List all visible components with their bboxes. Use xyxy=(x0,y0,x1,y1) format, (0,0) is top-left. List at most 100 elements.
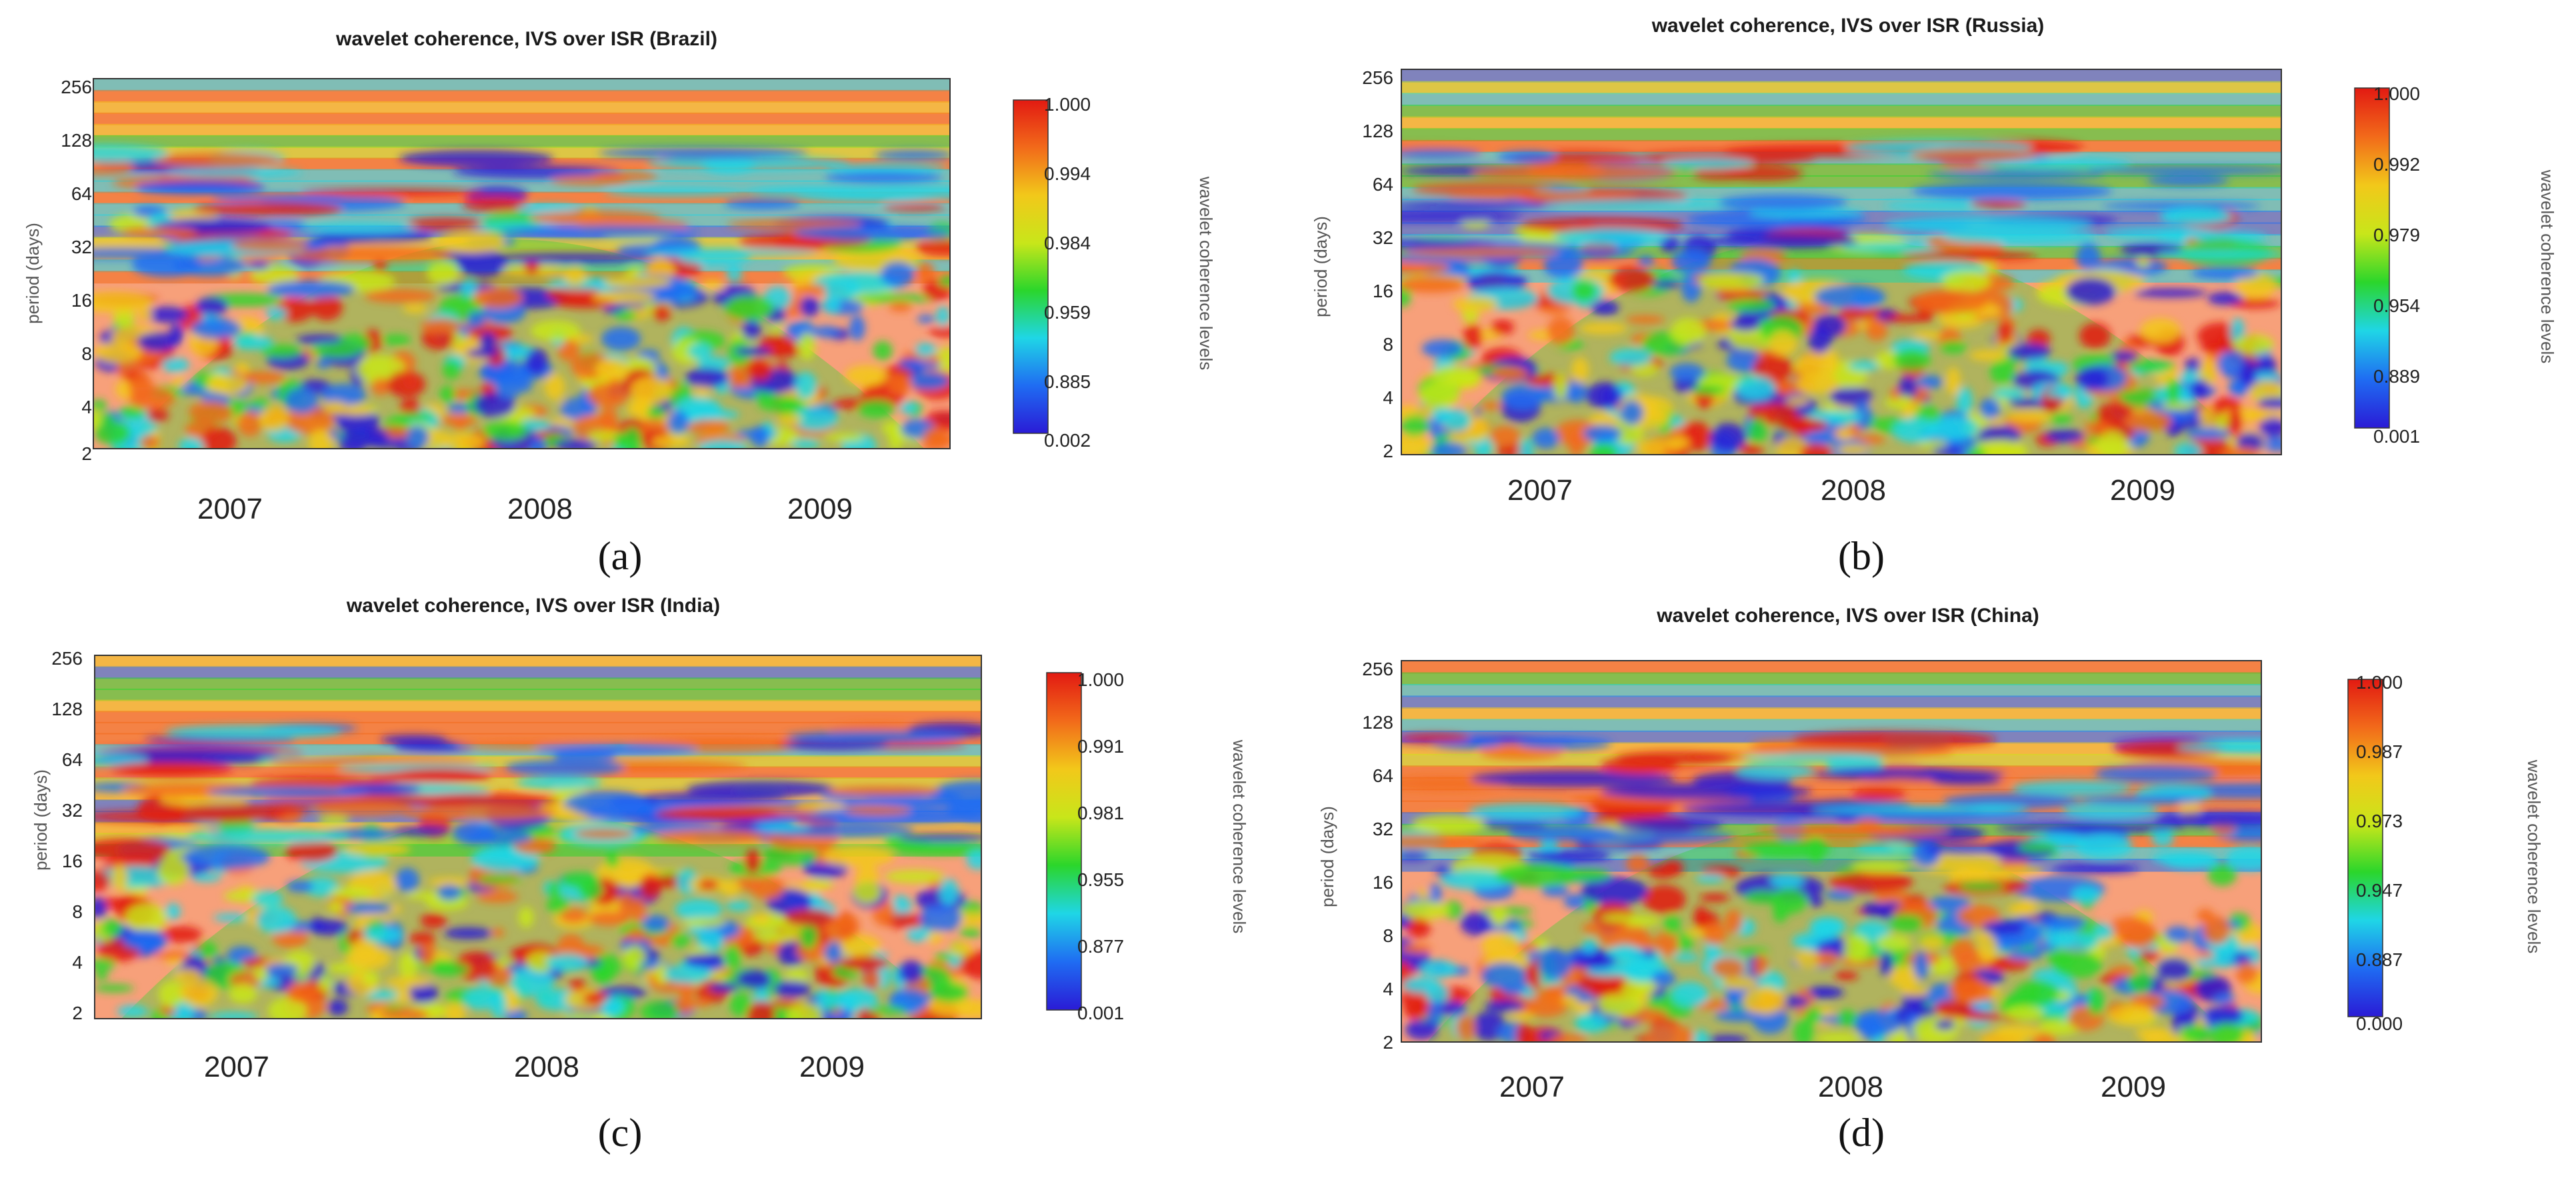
heatmap-blob xyxy=(2207,291,2243,305)
heatmap-streak xyxy=(1969,199,2027,209)
heatmap-blob xyxy=(442,359,461,380)
y-tick-label: 8 xyxy=(72,901,83,922)
y-tick-label: 16 xyxy=(62,851,83,871)
heatmap-blob xyxy=(229,317,265,340)
heatmap-blob xyxy=(827,992,859,1009)
heatmap-blob xyxy=(601,327,641,351)
heatmap-blob xyxy=(2155,957,2193,982)
heatmap-streak xyxy=(2159,208,2233,225)
heatmap-blob xyxy=(1420,960,1457,978)
heatmap-streak xyxy=(757,823,811,832)
heatmap-blob xyxy=(613,432,629,449)
heatmap-blob xyxy=(667,410,689,435)
heatmap-blob xyxy=(428,877,473,887)
heatmap-blob xyxy=(1917,375,1943,389)
heatmap-streak xyxy=(1792,731,1997,749)
heatmap-blob xyxy=(1604,944,1647,974)
heatmap-streak xyxy=(1927,169,2106,179)
heatmap-blob xyxy=(179,979,218,1007)
heatmap-band xyxy=(93,123,950,137)
heatmap-blob xyxy=(419,938,437,967)
heatmap-streak xyxy=(1401,211,1523,223)
chart-svg-a: wavelet coherence, IVS over ISR (Brazil)… xyxy=(23,28,1216,525)
chart-title: wavelet coherence, IVS over ISR (China) xyxy=(1656,605,2039,627)
colorbar-tick: 0.877 xyxy=(1077,936,1124,957)
heatmap-blob xyxy=(1987,957,2031,971)
heatmap-blob xyxy=(2039,1019,2080,1035)
heatmap-blob xyxy=(1888,914,1923,933)
heatmap-blob xyxy=(1823,349,1839,370)
colorbar-ticks: 1.000 0.987 0.973 0.947 0.887 0.000 xyxy=(2356,672,2403,1034)
heatmap-blob xyxy=(587,430,621,441)
heatmap-blob xyxy=(1672,953,1700,962)
heatmap-blob xyxy=(373,260,387,272)
heatmap-blob xyxy=(1883,314,1934,323)
heatmap-blob xyxy=(1481,963,1527,989)
heatmap-band xyxy=(93,89,950,103)
heatmap-blob xyxy=(1625,315,1665,324)
heatmap-blob xyxy=(1836,427,1852,441)
heatmap-blob xyxy=(1814,1032,1862,1042)
heatmap-blob xyxy=(1440,869,1511,890)
heatmap-blob xyxy=(685,953,724,967)
plot-frame xyxy=(93,78,951,449)
heatmap-blob xyxy=(400,398,421,417)
heatmap-blob xyxy=(95,897,107,919)
heatmap-streak xyxy=(1497,151,1557,163)
heatmap-streak xyxy=(1736,763,1815,779)
heatmap-blob xyxy=(917,315,935,323)
heatmap-streak xyxy=(393,826,451,837)
heatmap-blob xyxy=(327,999,348,1016)
heatmap-streak xyxy=(167,168,303,177)
heatmap-blob xyxy=(863,969,881,989)
chart-title: wavelet coherence, IVS over ISR (India) xyxy=(346,595,720,617)
heatmap-blob xyxy=(1405,1019,1438,1040)
heatmap-blob xyxy=(815,989,831,1012)
heatmap-streak xyxy=(535,743,698,755)
heatmap-blob xyxy=(651,435,691,448)
heatmap-streak xyxy=(516,776,603,789)
heatmap-blob xyxy=(663,965,712,984)
heatmap-blob xyxy=(234,362,250,375)
heatmap-blob xyxy=(2257,397,2281,409)
heatmap-blob xyxy=(1896,395,1913,407)
heatmap-blob xyxy=(1813,918,1841,936)
heatmap-blob xyxy=(2053,951,2103,979)
heatmap-blob xyxy=(960,951,981,979)
heatmap-blob xyxy=(324,405,373,416)
colorbar xyxy=(2354,87,2390,429)
heatmap-blob xyxy=(525,951,557,973)
heatmap-streak xyxy=(312,801,414,816)
heatmap-blob xyxy=(129,373,154,402)
heatmap-blob xyxy=(1637,255,1655,266)
heatmap-blob xyxy=(95,970,109,981)
heatmap-blob xyxy=(2239,359,2257,388)
heatmap-blob xyxy=(602,996,625,1015)
plot-frame xyxy=(1401,660,2262,1043)
heatmap-streak xyxy=(110,761,233,777)
heatmap-streak xyxy=(401,805,557,821)
heatmap-streak xyxy=(1718,194,1848,211)
colorbar-tick: 0.973 xyxy=(2356,811,2403,831)
y-tick-label: 2 xyxy=(1383,1032,1393,1053)
y-tick-label: 16 xyxy=(1373,872,1393,893)
heatmap-blob xyxy=(1401,901,1451,920)
heatmap-blob xyxy=(154,951,194,959)
heatmap-blob xyxy=(266,307,287,320)
y-tick-label: 32 xyxy=(1373,819,1393,839)
heatmap-blob xyxy=(1913,331,1947,339)
y-tick-label: 64 xyxy=(1373,765,1393,786)
heatmap-streak xyxy=(193,201,343,217)
heatmap-blob xyxy=(1928,895,1971,912)
heatmap-streak xyxy=(883,202,945,211)
heatmap-blob xyxy=(544,373,565,401)
heatmap-blob xyxy=(117,1005,149,1018)
heatmap-blob xyxy=(1853,401,1873,430)
heatmap-blob xyxy=(1453,296,1498,312)
colorbar-ticks: 1.000 0.991 0.981 0.955 0.877 0.001 xyxy=(1077,669,1124,1023)
heatmap-blob xyxy=(773,980,811,997)
heatmap-blob xyxy=(1709,423,1747,452)
heatmap-blob xyxy=(729,993,752,1017)
heatmap-blob xyxy=(823,915,860,941)
heatmap-blob xyxy=(736,969,772,988)
